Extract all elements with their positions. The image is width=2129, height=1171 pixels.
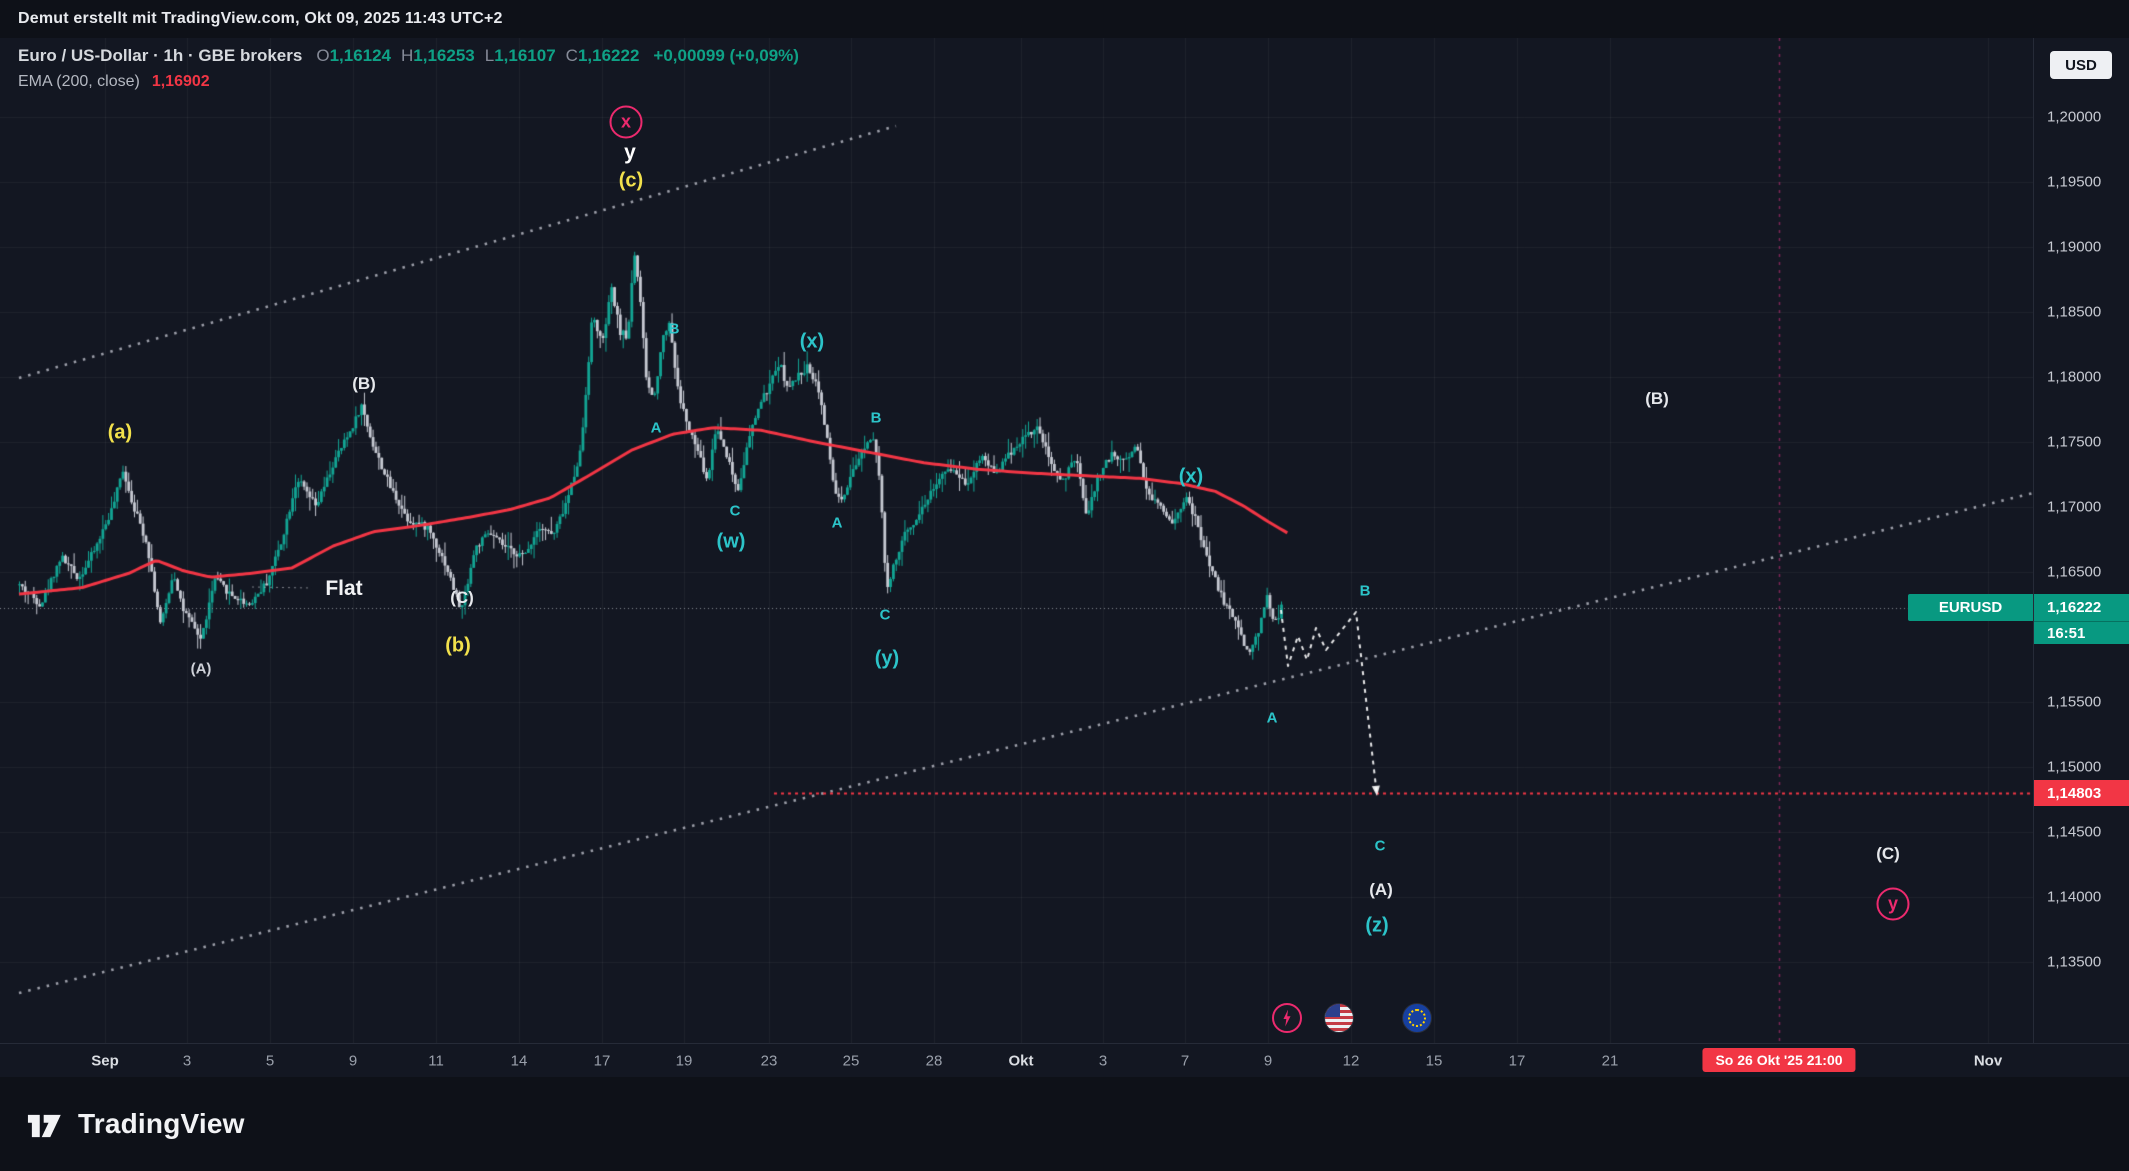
wave-label[interactable]: C: [879, 606, 891, 624]
chart-area: Euro / US-Dollar · 1h · GBE brokers O 1,1…: [0, 38, 2129, 1043]
ohlc-value: 1,16253: [413, 46, 475, 65]
time-tick: 3: [182, 1052, 192, 1069]
price-tick: 1,17000: [2047, 498, 2102, 516]
price-tick: 1,17500: [2047, 433, 2102, 451]
last-price-tag: 1,16222: [2034, 594, 2129, 621]
symbol-ohlc-row: Euro / US-Dollar · 1h · GBE brokers O 1,1…: [18, 46, 799, 66]
time-tick: 25: [842, 1052, 860, 1069]
wave-label[interactable]: C: [729, 502, 741, 520]
event-date-badge: So 26 Okt '25 21:00: [1702, 1048, 1856, 1072]
time-tick: 19: [675, 1052, 693, 1069]
wave-label[interactable]: B: [1359, 582, 1371, 600]
wave-label[interactable]: (a): [107, 421, 133, 444]
time-tick: 17: [1508, 1052, 1526, 1069]
candlestick-chart-canvas[interactable]: [0, 38, 2033, 1043]
time-tick: 9: [348, 1052, 358, 1069]
price-axis[interactable]: USD 1,20000 1,19500 1,19000 1,18500 1,18000 1…: [2033, 38, 2129, 1043]
wave-label[interactable]: B: [870, 409, 882, 427]
wave-label[interactable]: (A): [190, 660, 212, 678]
wave-label[interactable]: x: [609, 105, 643, 139]
time-tick: 9: [1263, 1052, 1273, 1069]
tradingview-brand[interactable]: TradingView: [24, 1103, 245, 1145]
wave-label[interactable]: (x): [1178, 465, 1204, 488]
wave-label[interactable]: (z): [1365, 914, 1389, 937]
wave-label[interactable]: (A): [1369, 880, 1393, 899]
time-tick: 17: [593, 1052, 611, 1069]
wave-label[interactable]: (y): [874, 647, 900, 670]
wave-label[interactable]: (B): [1645, 389, 1669, 408]
time-tick: 14: [510, 1052, 528, 1069]
lightning-icon: [1283, 1009, 1291, 1027]
bar-countdown-tag: 16:51: [2034, 621, 2129, 644]
time-tick: Nov: [1973, 1052, 2003, 1069]
price-tick: 1,18000: [2047, 368, 2102, 386]
chart-legend: Euro / US-Dollar · 1h · GBE brokers O 1,1…: [18, 46, 799, 91]
price-tick: 1,19500: [2047, 173, 2102, 191]
price-tick: 1,20000: [2047, 108, 2102, 126]
ohlc-letter: H: [401, 46, 414, 65]
time-axis[interactable]: Sep 3 5 9 11 14 17 19 23 25 28 Okt 3 7 9 12 15 17 21 Nov So…: [0, 1043, 2129, 1077]
time-tick: 11: [428, 1052, 444, 1069]
ohlc-letter: C: [565, 46, 578, 65]
ema-indicator-label[interactable]: EMA (200, close): [18, 73, 140, 90]
price-tick: 1,18500: [2047, 303, 2102, 321]
brand-name: TradingView: [78, 1108, 245, 1139]
ohlc-values: O 1,16124 H 1,16253 L 1,16107 C 1,16222: [316, 46, 639, 66]
attribution-text: Demut erstellt mit TradingView.com, Okt …: [18, 10, 503, 27]
currency-toggle-button[interactable]: USD: [2050, 51, 2112, 79]
price-change: +0,00099 (+0,09%): [653, 46, 799, 65]
ohlc-value: 1,16222: [577, 46, 640, 65]
footer-bar: TradingView: [0, 1077, 2129, 1171]
price-tick: 1,14500: [2047, 823, 2102, 841]
eu-flag-event-icon[interactable]: [1402, 1003, 1432, 1033]
price-tick: 1,14000: [2047, 888, 2102, 906]
wave-label[interactable]: (C): [1876, 844, 1900, 863]
wave-label[interactable]: (w): [716, 530, 746, 553]
wave-label[interactable]: A: [831, 514, 843, 532]
price-tick: 1,15000: [2047, 758, 2102, 776]
top-attribution-bar: Demut erstellt mit TradingView.com, Okt …: [0, 0, 2129, 38]
wave-label[interactable]: y: [624, 141, 636, 164]
time-tick: Sep: [91, 1052, 119, 1069]
alert-price-tag: 1,14803: [2034, 780, 2129, 806]
wave-label[interactable]: (B): [352, 374, 376, 393]
time-tick: 21: [1601, 1052, 1619, 1069]
time-tick: 7: [1180, 1052, 1190, 1069]
ema-indicator-value: 1,16902: [151, 73, 210, 90]
price-tick: 1,19000: [2047, 238, 2102, 256]
time-tick: 12: [1342, 1052, 1360, 1069]
ohlc-letter: L: [484, 46, 495, 65]
current-price-symbol-tag: EURUSD: [1908, 594, 2033, 621]
wave-label[interactable]: (c): [618, 169, 644, 192]
time-tick: 3: [1098, 1052, 1108, 1069]
ohlc-letter: O: [316, 46, 330, 65]
price-tick: 1,13500: [2047, 953, 2102, 971]
wave-label[interactable]: (x): [799, 330, 825, 353]
wave-label[interactable]: B: [668, 320, 680, 338]
ohlc-value: 1,16107: [494, 46, 556, 65]
symbol-title[interactable]: Euro / US-Dollar · 1h · GBE brokers: [18, 46, 303, 65]
price-tick: 1,16500: [2047, 563, 2102, 581]
indicator-row: EMA (200, close) 1,16902: [18, 73, 799, 91]
economic-event-icon[interactable]: [1272, 1003, 1302, 1033]
time-tick: 5: [265, 1052, 275, 1069]
wave-label[interactable]: Flat: [325, 577, 363, 600]
tradingview-logo-icon: [27, 1114, 61, 1138]
wave-label[interactable]: C: [1374, 837, 1386, 855]
wave-label[interactable]: A: [1266, 709, 1278, 727]
wave-label[interactable]: (b): [445, 634, 471, 657]
wave-label[interactable]: A: [650, 419, 662, 437]
wave-label[interactable]: (C): [450, 588, 474, 607]
time-tick: Okt: [1008, 1052, 1034, 1069]
time-tick: 15: [1425, 1052, 1443, 1069]
wave-label[interactable]: y: [1876, 887, 1910, 921]
time-tick: 28: [925, 1052, 943, 1069]
price-tick: 1,15500: [2047, 693, 2102, 711]
us-flag-event-icon[interactable]: [1324, 1003, 1354, 1033]
time-tick: 23: [760, 1052, 778, 1069]
ohlc-value: 1,16124: [329, 46, 392, 65]
